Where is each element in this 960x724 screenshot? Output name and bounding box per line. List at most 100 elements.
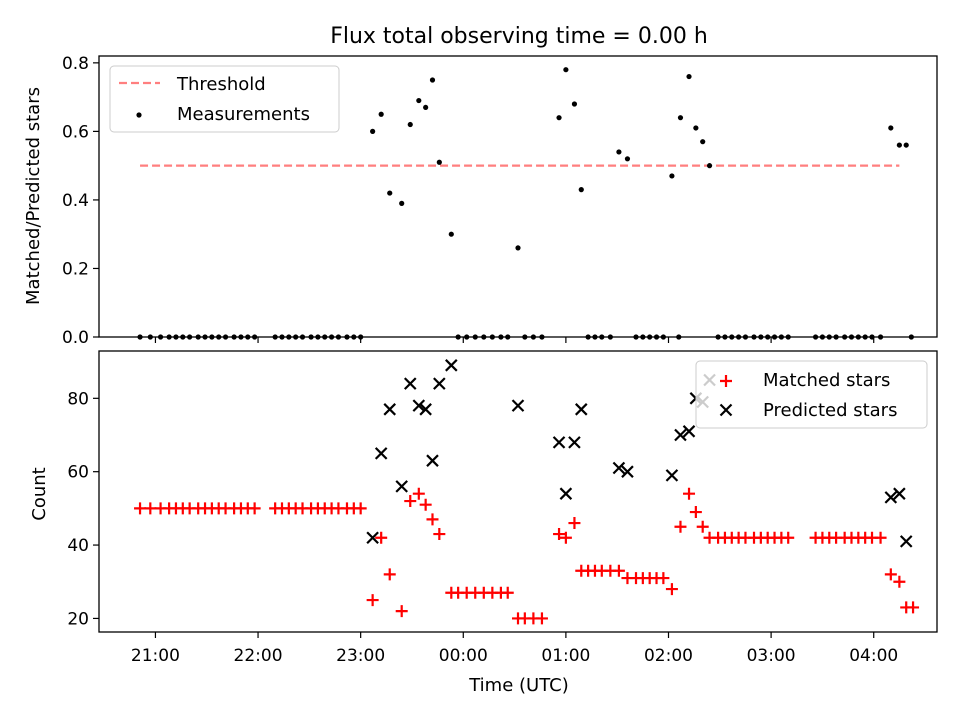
predicted-star-point [395,480,408,493]
measurement-point [556,115,562,121]
predicted-star-point [366,531,379,544]
predicted-star-point [445,359,458,372]
measurement-point [578,187,584,193]
matched-star-point [782,531,795,544]
y-tick-label: 20 [67,609,89,629]
legend-predicted-label: Predicted stars [763,400,897,421]
y-tick-label: 0.8 [62,54,89,74]
matched-star-point [375,531,388,544]
predicted-star-point [884,491,898,504]
matched-star-point [426,513,439,526]
x-tick-label: 22:00 [234,646,283,666]
matched-star-point [689,506,702,519]
matched-star-point [553,528,566,541]
matched-star-point [884,568,897,581]
matched-star-point [696,520,709,533]
predicted-star-point [899,535,913,548]
measurement-point [888,125,894,131]
legend-matched-label: Matched stars [763,370,890,391]
x-tick-label: 04:00 [849,646,898,666]
predicted-star-point [374,447,388,460]
measurement-point [563,67,569,73]
predicted-star-point [893,487,906,500]
measurement-point [903,142,909,148]
x-tick-label: 00:00 [439,646,488,666]
measurement-point [706,163,713,169]
y-tick-label: 0.0 [62,328,89,348]
measurement-point [515,245,521,251]
predicted-star-point [426,454,439,467]
predicted-star-point [403,377,417,390]
predicted-star-point [612,461,626,475]
measurement-point [896,142,902,148]
matched-star-point [248,502,261,515]
measurement-point [624,156,631,162]
predicted-star-point [511,399,525,412]
legend: Matched stars Predicted stars [695,360,928,429]
matched-star-point [412,487,425,500]
measurement-point [370,128,376,134]
measurement-point [399,200,405,206]
predicted-star-point [665,469,679,482]
y-tick-label: 0.2 [62,259,89,279]
y-tick-label: 40 [67,536,89,556]
matched-star-point [144,502,157,515]
measurement-point [448,231,454,237]
plot-frame [98,350,938,633]
legend: Threshold Measurements [109,65,340,133]
legend-matched-swatch [720,375,732,387]
x-tick-label: 21:00 [131,646,180,666]
matched-star-point [354,502,367,515]
predicted-star-point [621,465,634,478]
matched-star-point [559,531,572,544]
measurement-point [423,104,429,111]
matched-star-point [395,605,408,618]
matched-star-point [535,612,548,625]
x-tick-label: 02:00 [644,646,693,666]
predicted-star-point [682,425,696,438]
matched-star-point [366,594,379,607]
measurement-point [378,111,384,117]
matched-star-point [665,583,678,596]
matched-star-point [683,487,696,500]
legend-predicted-swatch [719,403,733,417]
measurement-point [571,101,578,107]
measurement-point [429,77,436,83]
matched-star-point [874,531,887,544]
bottom-y-axis-label: Count [29,467,50,520]
x-tick-label: 01:00 [541,646,590,666]
predicted-star-point [674,428,687,442]
measurement-point [436,159,442,165]
x-axis-label: Time (UTC) [468,675,569,696]
measurement-point [686,73,692,80]
y-tick-label: 0.4 [62,191,89,211]
measurement-point [693,125,699,131]
x-tick-label: 23:00 [336,646,385,666]
top-y-axis-label: Matched/Predicted stars [23,87,44,305]
predicted-star-point [383,403,397,416]
matched-star-point [568,517,581,530]
legend-threshold-label: Threshold [176,74,266,95]
predicted-star-point [575,403,588,416]
measurement-point [669,173,675,179]
matched-star-point [893,575,906,588]
ratio-panel: 0.0 0.2 0.4 0.6 0.8 Threshold Measurements [62,54,938,348]
x-axis-ticks: 21:00 22:00 23:00 00:00 01:00 02:00 03:00 04:00 [131,646,898,666]
matched-star-point [907,601,920,614]
matched-star-point [404,495,417,508]
measurement-point [407,121,413,128]
plot-frame [98,55,938,338]
predicted-star-point [433,377,446,390]
y-tick-label: 60 [67,463,89,483]
y-tick-label: 80 [67,389,89,409]
legend-box [695,360,928,429]
matched-star-point [612,564,625,577]
matched-star-point [657,572,670,585]
y-tick-label: 0.6 [62,122,89,142]
legend-measurement-label: Measurements [177,104,310,125]
measurement-point [677,115,684,121]
legend-box [109,65,340,133]
matched-star-point [433,528,446,541]
matched-star-point [383,568,396,581]
